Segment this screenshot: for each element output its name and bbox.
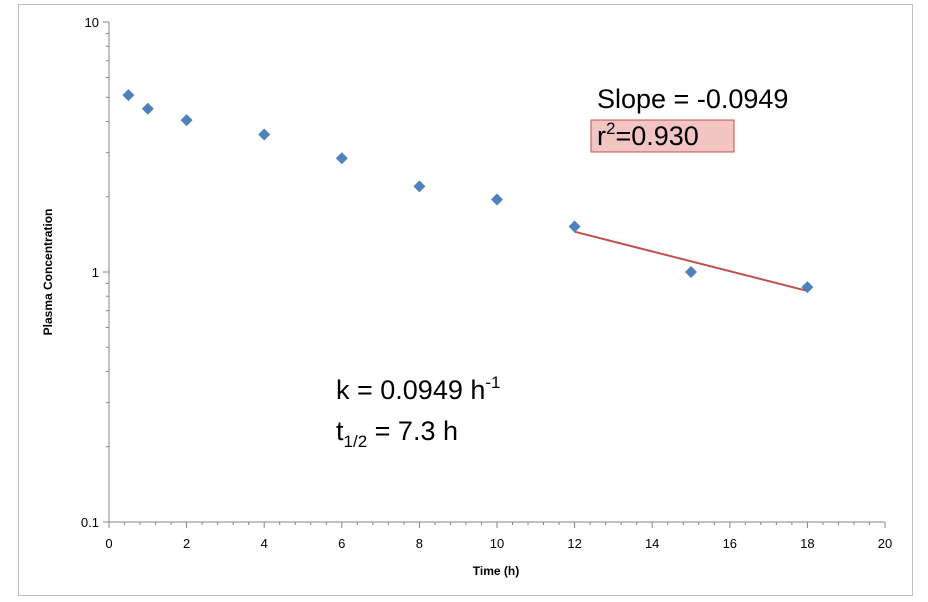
chart-frame: [18, 4, 913, 596]
x-tick-label: 10: [490, 536, 504, 551]
data-point: [141, 102, 154, 115]
r2-annotation: r2=0.930: [597, 119, 699, 151]
half-life-annotation: t1/2 = 7.3 h: [336, 416, 458, 451]
data-points: [122, 89, 814, 294]
x-axis-title: Time (h): [473, 564, 519, 578]
data-point: [258, 128, 271, 141]
k-annotation: k = 0.0949 h-1: [336, 373, 501, 405]
x-tick-label: 2: [183, 536, 190, 551]
data-point: [122, 89, 135, 102]
y-axis-title: Plasma Concentration: [41, 209, 55, 336]
x-tick-label: 8: [416, 536, 423, 551]
k-text: k = 0.0949 h: [336, 375, 485, 405]
data-point: [335, 152, 348, 165]
data-point: [413, 180, 426, 193]
trendline-layer: [574, 230, 808, 292]
x-tick-label: 0: [105, 536, 112, 551]
k-superscript: -1: [485, 373, 500, 392]
thalf-value: = 7.3 h: [367, 416, 458, 446]
y-tick-label: 0.1: [81, 515, 99, 530]
y-tick-label: 1: [92, 265, 99, 280]
thalf-base: t: [336, 416, 344, 446]
r2-value: =0.930: [615, 121, 698, 151]
r2-highlight-box: [590, 119, 735, 153]
y-tick-label: 10: [85, 15, 99, 30]
data-point: [180, 114, 193, 127]
slope-annotation: Slope = -0.0949: [597, 84, 788, 114]
x-tick-label: 12: [567, 536, 581, 551]
x-tick-label: 4: [261, 536, 268, 551]
x-tick-label: 18: [800, 536, 814, 551]
x-tick-label: 16: [723, 536, 737, 551]
axes: 0.1 1 10 0 2 4 6 8 10 12 14 16 18 20: [81, 15, 892, 551]
data-point: [801, 281, 814, 294]
r2-superscript: 2: [606, 119, 615, 138]
x-tick-label: 20: [878, 536, 892, 551]
data-point: [568, 220, 581, 233]
x-tick-label: 6: [338, 536, 345, 551]
thalf-subscript: 1/2: [344, 432, 368, 451]
data-point: [491, 193, 503, 206]
regression-line: [574, 230, 808, 292]
x-tick-label: 14: [645, 536, 659, 551]
r2-base: r: [597, 121, 606, 151]
data-point: [685, 266, 697, 278]
